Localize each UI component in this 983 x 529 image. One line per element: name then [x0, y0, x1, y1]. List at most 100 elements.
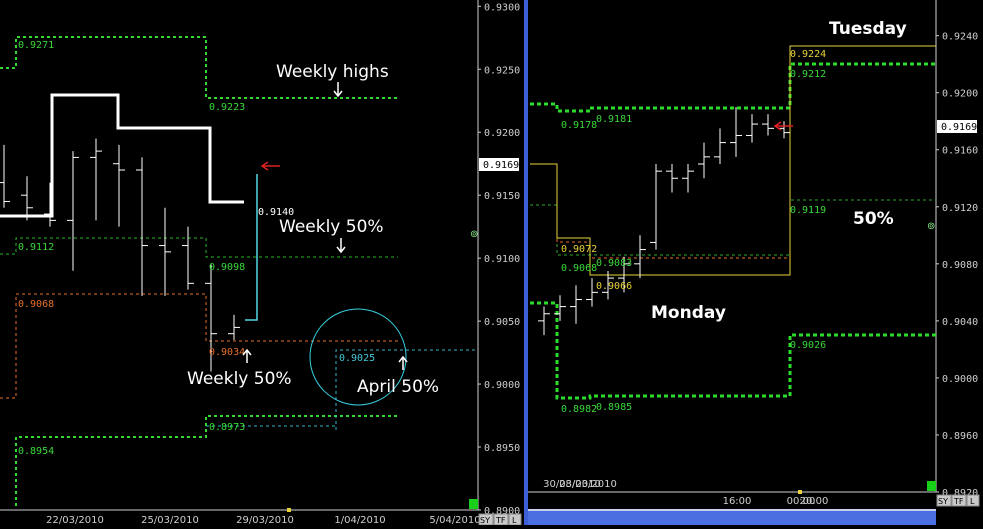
x-tick-label: 30/03/2010 — [543, 479, 601, 490]
y-tick-label: 0.9160 — [942, 146, 978, 157]
right-y-tick-labels: 0.9240 0.9200 0.9160 0.9120 0.9080 0.9040 0.90… — [936, 32, 978, 499]
red-price-arrow-icon — [773, 121, 793, 131]
ohlc-bar — [21, 176, 33, 221]
y-tick-label: 0.9240 — [942, 32, 978, 43]
right-current-price: 0.9169 — [941, 122, 977, 133]
right-scale-toggle-icon[interactable]: ⊚ — [927, 221, 935, 232]
april-50-highlight-circle — [309, 308, 407, 406]
ohlc-bar — [650, 164, 662, 250]
annotation-fifty: 50% — [853, 209, 894, 229]
annotation-april-50: April 50% — [357, 377, 439, 397]
right-x-marker — [798, 490, 802, 494]
y-tick-label: 0.9000 — [942, 374, 978, 385]
right-sy-button-label: SY — [938, 497, 948, 506]
y-tick-label: 0.9200 — [942, 89, 978, 100]
white-annotation-arrows — [242, 82, 408, 370]
x-tick-label: 29/03/2010 — [236, 515, 294, 525]
y-tick-label: 0.9100 — [484, 254, 520, 265]
white-weekly-line — [0, 93, 244, 218]
right-l-button[interactable] — [966, 494, 980, 507]
ohlc-bar — [228, 314, 240, 340]
right-scrollbar[interactable] — [528, 509, 936, 525]
arrow-up-icon — [398, 355, 408, 370]
y-tick-label: 0.9150 — [484, 191, 520, 202]
right-l-button-label: L — [970, 497, 975, 506]
ohlc-bar — [570, 285, 582, 324]
x-tick-label: 20:00 — [800, 496, 829, 507]
label-low-level: 0.8954 — [18, 446, 54, 457]
arrow-up-icon — [242, 348, 252, 363]
x-tick-label: 00:00 — [787, 496, 816, 507]
ohlc-bar — [0, 144, 10, 208]
x-tick-label: 1/04/2010 — [334, 515, 385, 525]
y-tick-label: 0.9200 — [484, 128, 520, 139]
left-candles — [0, 138, 240, 372]
lower-green-line — [530, 301, 936, 400]
y-tick-label: 0.9080 — [942, 260, 978, 271]
weekly-lows-line — [15, 415, 398, 506]
y-tick-label: 0.8900 — [484, 506, 520, 517]
right-tf-button[interactable] — [951, 494, 967, 507]
y-tick-label: 0.9000 — [484, 380, 520, 391]
ohlc-bar — [205, 264, 217, 372]
left-current-price-box — [479, 158, 519, 171]
label-bottom-green: 0.8985 — [596, 402, 632, 413]
label-weekly-high: 0.9271 — [18, 40, 54, 51]
ohlc-bar — [634, 235, 646, 279]
label-lower-green: 0.9026 — [790, 340, 826, 351]
label-weekly-50: 0.9112 — [18, 242, 54, 253]
red-price-arrow-icon — [260, 161, 280, 171]
left-x-marker — [287, 508, 291, 512]
right-current-price-box — [937, 120, 977, 133]
y-tick-label: 0.9050 — [484, 317, 520, 328]
annotation-monday: Monday — [651, 303, 726, 323]
y-tick-label: 0.8960 — [942, 431, 978, 442]
annotation-weekly-50-top: Weekly 50% — [279, 217, 384, 237]
ohlc-bar — [554, 295, 566, 321]
ohlc-bar — [682, 164, 694, 193]
upper-green-line — [530, 62, 936, 113]
ohlc-bar — [90, 138, 102, 221]
ohlc-bar — [746, 114, 758, 143]
label-weekly-50-2: 0.9098 — [209, 262, 245, 273]
left-scale-toggle-icon[interactable]: ⊚ — [470, 229, 478, 240]
mid-green-line — [530, 199, 936, 256]
x-tick-label: 5/04/2010 — [429, 515, 480, 525]
yellow-range-line — [530, 45, 936, 276]
y-tick-label: 0.9040 — [942, 317, 978, 328]
left-sy-button-label: SY — [480, 516, 490, 525]
ohlc-bar — [159, 207, 171, 296]
cyan-level-line — [335, 349, 478, 430]
ohlc-bar — [666, 164, 678, 193]
left-panel: 0.9300 0.9250 0.9200 0.9150 0.9100 0.9050 0.90… — [0, 0, 522, 526]
label-yellow-low: 0.9066 — [596, 281, 632, 292]
ohlc-bar — [113, 144, 125, 227]
left-y-tick-labels: 0.9300 0.9250 0.9200 0.9150 0.9100 0.9050 0.90… — [478, 2, 520, 517]
annotation-weekly-highs: Weekly highs — [276, 62, 389, 82]
left-green-square — [469, 499, 478, 509]
panel-divider[interactable] — [524, 0, 528, 525]
label-low-level-2: 0.8973 — [209, 422, 245, 433]
x-tick-label: 25/03/2010 — [141, 515, 199, 525]
right-panel: 0.9240 0.9200 0.9160 0.9120 0.9080 0.9040 0.90… — [528, 0, 980, 525]
label-top-green-prev: 0.9178 — [561, 120, 597, 131]
label-mid-green: 0.9119 — [790, 205, 826, 216]
ohlc-bar — [618, 256, 630, 293]
weekly-highs-line — [0, 36, 398, 99]
label-green-mid: 0.9083 — [596, 258, 632, 269]
right-sy-button[interactable] — [936, 494, 952, 507]
ohlc-bar — [762, 114, 774, 136]
label-upper-yellow: 0.9224 — [790, 49, 826, 60]
annotation-tuesday: Tuesday — [829, 19, 907, 39]
label-weekly-high-2: 0.9223 — [209, 102, 245, 113]
ohlc-bar — [602, 270, 614, 300]
ohlc-bar — [698, 142, 710, 179]
ohlc-bar — [586, 278, 598, 307]
right-toolbar-buttons: SY TF L — [936, 494, 980, 507]
label-orange-level: 0.9068 — [18, 299, 54, 310]
label-orange-level-2: 0.9034 — [209, 347, 245, 358]
label-cyan-price: 0.9140 — [258, 207, 294, 218]
left-tf-button-label: TF — [495, 516, 506, 525]
